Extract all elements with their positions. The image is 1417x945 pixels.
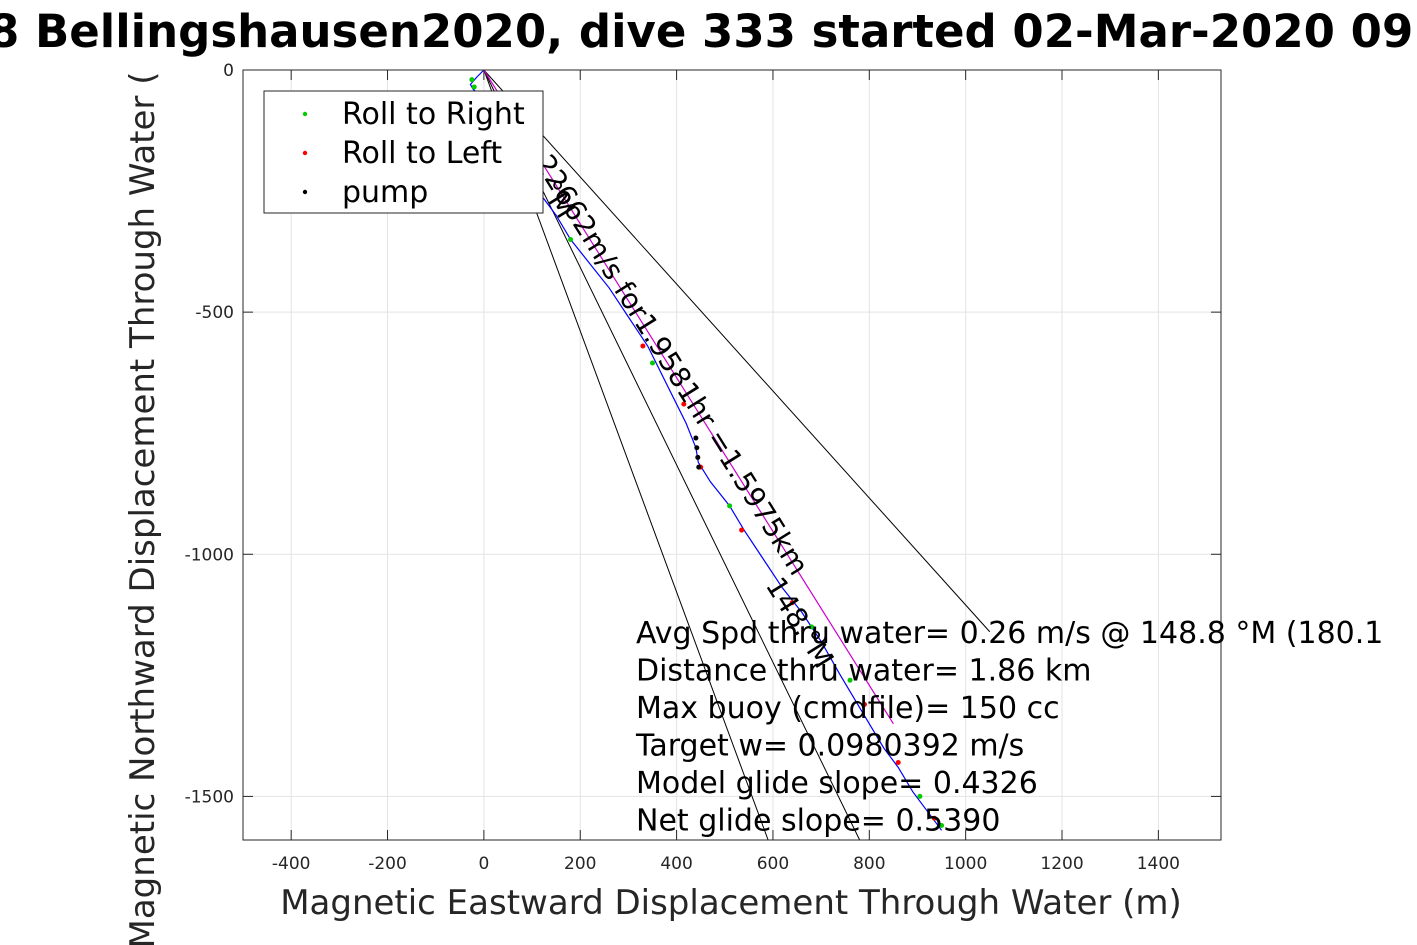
roll-left-point <box>789 600 795 606</box>
series-line-mean-heading <box>483 69 894 725</box>
roll-right-point <box>847 677 853 683</box>
x-tick-label: 600 <box>757 854 789 874</box>
y-tick-label: -500 <box>195 303 234 323</box>
x-tick-label: -400 <box>272 854 311 874</box>
x-tick-label: -200 <box>368 854 407 874</box>
stat-line: Net glide slope= 0.5390 <box>636 804 1000 839</box>
roll-right-point <box>939 822 945 828</box>
roll-left-point <box>861 701 867 707</box>
heading-cone-line <box>483 69 861 841</box>
y-axis-ticks: 0 -500 -1000 -1500 <box>185 61 1221 807</box>
pump-point <box>694 445 700 451</box>
x-axis-label: Magnetic Eastward Displacement Through W… <box>280 883 1182 923</box>
pump-point <box>693 435 699 441</box>
plot-area-frame <box>242 69 1222 841</box>
chart-title: 8 Bellingshausen2020, dive 333 started 0… <box>0 5 1413 58</box>
x-tick-label: 200 <box>564 854 596 874</box>
x-tick-label: 400 <box>660 854 692 874</box>
stat-line: Model glide slope= 0.4326 <box>636 766 1038 801</box>
roll-right-point <box>808 624 814 630</box>
roll-markers <box>469 77 945 828</box>
x-axis-ticks: -400 -200 0 200 400 600 800 1000 1200 1400 <box>272 70 1180 874</box>
y-tick-label: -1500 <box>185 787 234 807</box>
legend-label: Roll to Right <box>342 97 525 132</box>
roll-left-point <box>931 815 937 821</box>
legend-marker <box>302 150 308 156</box>
legend: Roll to Right Roll to Left pump <box>263 90 544 214</box>
legend-label: pump <box>342 175 428 210</box>
y-tick-label: -1000 <box>185 545 234 565</box>
roll-left-point <box>681 401 687 407</box>
y-axis-label: Magnetic Northward Displacement Through … <box>123 72 163 945</box>
stat-line: Distance thru water= 1.86 km <box>636 654 1091 689</box>
roll-left-point <box>640 343 646 349</box>
stat-line: Avg Spd thru water= 0.26 m/s @ 148.8 °M … <box>636 616 1383 651</box>
roll-right-point <box>568 236 574 242</box>
roll-right-point <box>727 503 733 509</box>
dive-statistics: Avg Spd thru water= 0.26 m/s @ 148.8 °M … <box>635 616 1383 839</box>
pump-point <box>695 454 701 460</box>
legend-marker <box>302 111 308 117</box>
y-tick-label: 0 <box>223 61 234 81</box>
legend-marker <box>302 189 308 195</box>
x-tick-label: 1000 <box>944 854 987 874</box>
roll-left-point <box>739 527 745 533</box>
roll-right-point <box>917 793 923 799</box>
x-tick-label: 0 <box>478 854 489 874</box>
x-tick-label: 1400 <box>1137 854 1180 874</box>
roll-right-point <box>471 84 477 90</box>
roll-right-point <box>469 77 475 83</box>
stat-line: Max buoy (cmdfile)= 150 cc <box>636 691 1060 726</box>
heading-cone-line <box>483 69 991 633</box>
roll-left-point <box>895 760 901 766</box>
legend-label: Roll to Left <box>342 136 502 171</box>
roll-right-point <box>650 360 656 366</box>
pump-point <box>696 464 702 470</box>
stat-line: Target w= 0.0980392 m/s <box>635 729 1024 764</box>
vector-label: 0.22662m/s for1.9581hr =1.5975km <box>514 126 815 581</box>
legend-box <box>263 90 544 214</box>
x-tick-label: 1200 <box>1040 854 1083 874</box>
x-tick-label: 800 <box>853 854 885 874</box>
